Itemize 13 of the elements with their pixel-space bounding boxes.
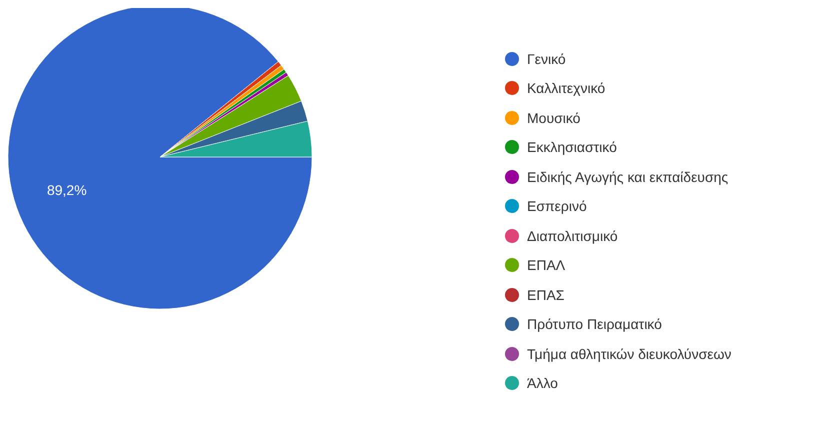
legend-label: ΕΠΑΛ — [527, 257, 566, 274]
legend-label: Μουσικό — [527, 110, 580, 126]
legend-label: Ειδικής Αγωγής και εκπαίδευσης — [527, 168, 728, 185]
legend-label: Τμήμα αθλητικών διευκολύνσεων — [527, 346, 732, 362]
legend-label: ΕΠΑΣ — [527, 286, 564, 303]
legend-label: Εκκλησιαστικό — [527, 139, 617, 156]
legend-label: Καλλιτεχνικό — [527, 80, 606, 96]
legend-label: Γενικό — [527, 50, 566, 67]
data-label: 89,2% — [46, 182, 87, 198]
legend-label: Διαπολιτισμικό — [527, 228, 618, 244]
legend-label: Άλλο — [527, 375, 558, 392]
legend-label: Εσπερινό — [527, 198, 587, 214]
legend-label: Πρότυπο Πειραματικό — [527, 316, 662, 332]
